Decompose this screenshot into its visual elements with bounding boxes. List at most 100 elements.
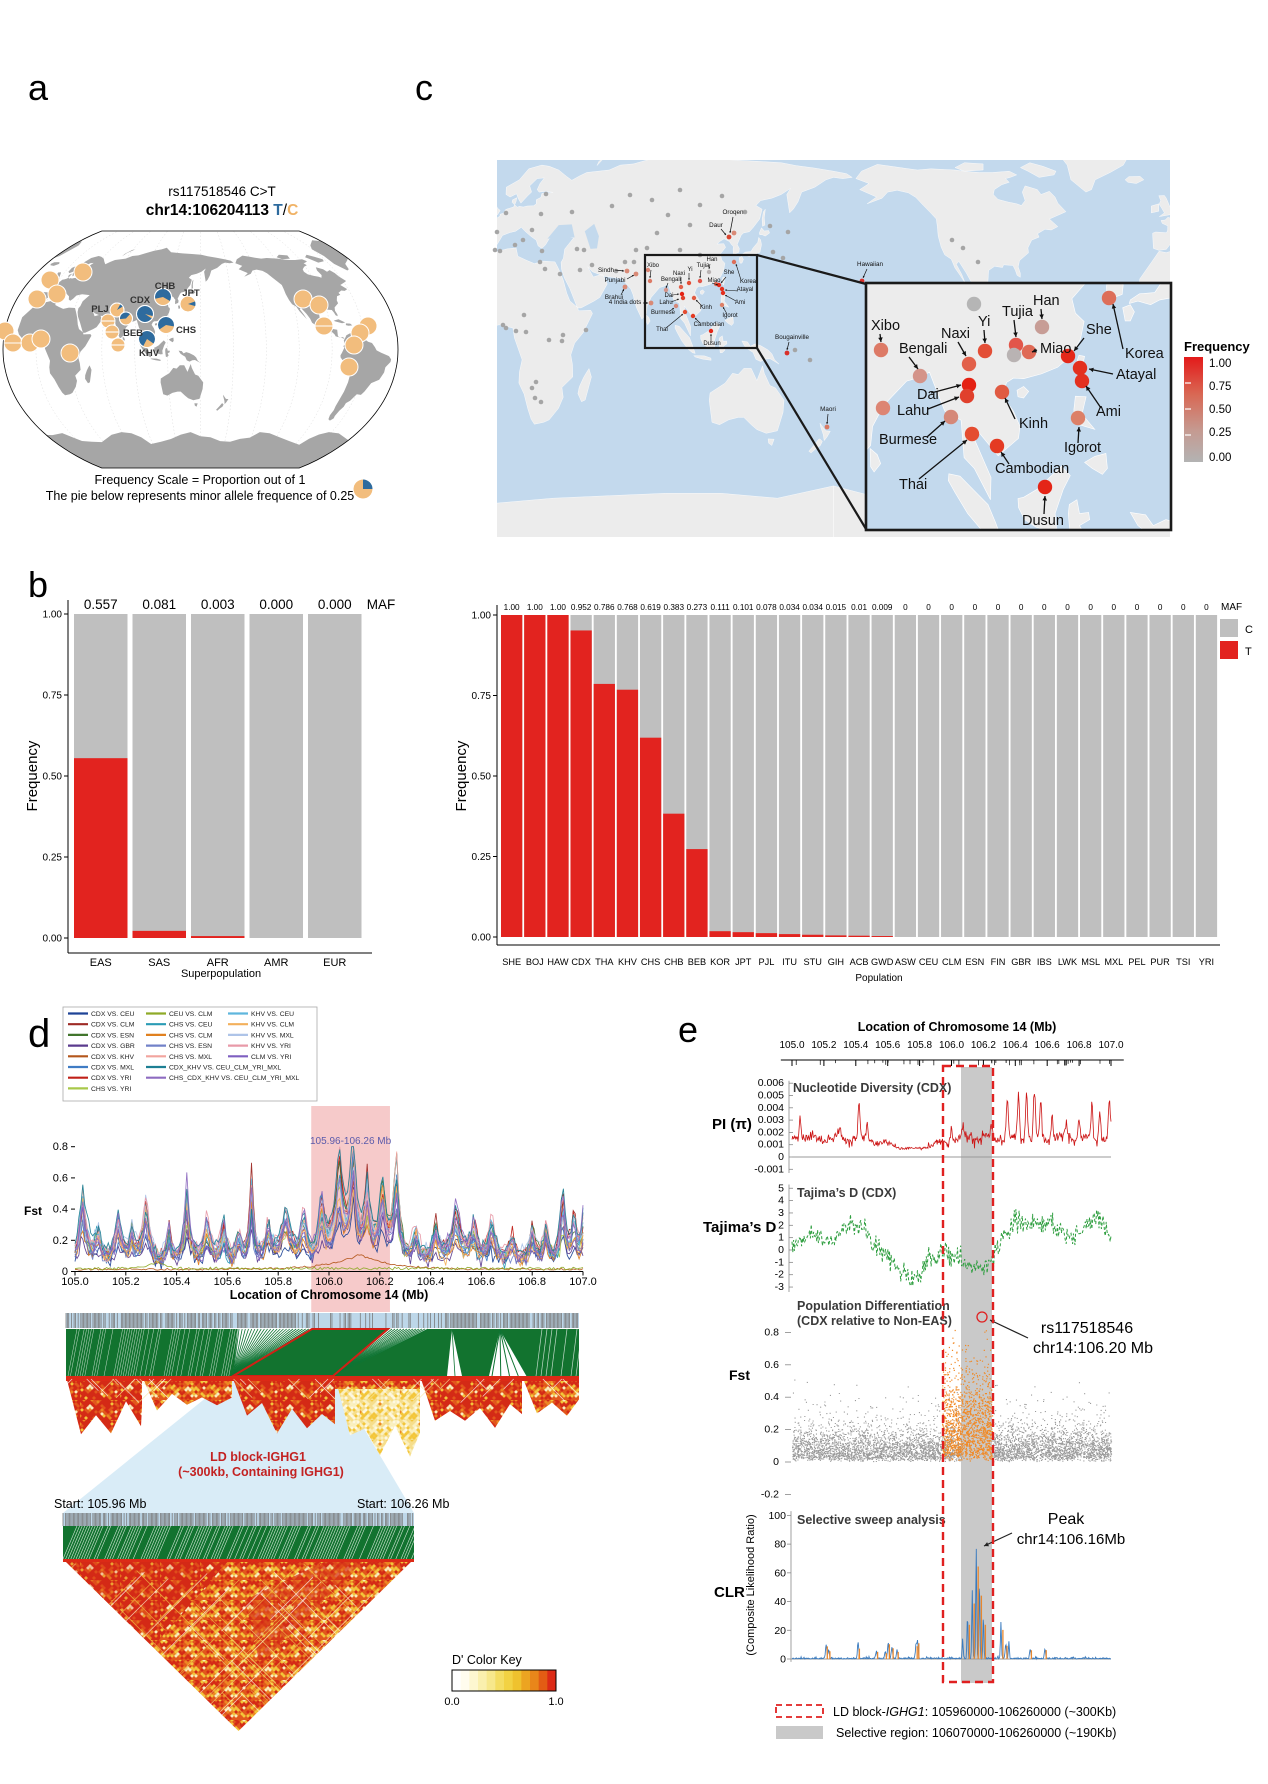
svg-text:0: 0	[926, 603, 931, 612]
svg-text:She: She	[1086, 322, 1112, 338]
svg-text:JPT: JPT	[182, 288, 200, 299]
svg-text:Kinh: Kinh	[700, 305, 712, 311]
svg-text:1.00: 1.00	[43, 610, 63, 621]
svg-text:CDX VS. KHV: CDX VS. KHV	[91, 1054, 135, 1061]
svg-text:Selective region: 106070000-10: Selective region: 106070000-106260000 (~…	[836, 1726, 1116, 1740]
svg-text:0: 0	[973, 603, 978, 612]
svg-text:AMR: AMR	[264, 957, 289, 969]
svg-text:105.96-106.26 Mb: 105.96-106.26 Mb	[310, 1136, 392, 1147]
svg-text:CDX: CDX	[130, 295, 151, 306]
svg-text:Lahu: Lahu	[897, 403, 929, 419]
svg-text:0.2: 0.2	[764, 1424, 779, 1436]
svg-text:CHS: CHS	[641, 957, 660, 967]
svg-text:1.00: 1.00	[550, 603, 566, 612]
svg-text:-2: -2	[775, 1269, 784, 1281]
svg-text:Start: 105.96 Mb: Start: 105.96 Mb	[54, 1497, 146, 1511]
svg-text:(CDX relative to Non-EAS): (CDX relative to Non-EAS)	[797, 1314, 952, 1328]
svg-text:Korea: Korea	[740, 279, 757, 285]
svg-text:106.0: 106.0	[315, 1276, 343, 1288]
svg-text:0.004: 0.004	[758, 1102, 784, 1114]
svg-text:0.015: 0.015	[826, 603, 847, 612]
svg-text:Frequency: Frequency	[24, 740, 41, 811]
svg-text:Igorot: Igorot	[722, 313, 738, 319]
svg-text:106.6: 106.6	[1035, 1040, 1060, 1051]
svg-text:106.4: 106.4	[1003, 1040, 1028, 1051]
svg-text:CLM: CLM	[942, 957, 961, 967]
svg-text:105.8: 105.8	[264, 1276, 292, 1288]
svg-text:CDX VS. GBR: CDX VS. GBR	[91, 1043, 135, 1050]
svg-text:0.50: 0.50	[472, 772, 492, 783]
svg-text:(~300kb, Containing IGHG1): (~300kb, Containing IGHG1)	[178, 1465, 344, 1479]
svg-text:PEL: PEL	[1128, 957, 1145, 967]
svg-text:0: 0	[778, 1244, 784, 1256]
svg-text:Fst: Fst	[24, 1204, 42, 1218]
svg-text:KHV VS. MXL: KHV VS. MXL	[251, 1032, 294, 1039]
svg-text:CHB: CHB	[155, 281, 176, 292]
svg-text:1.00: 1.00	[1209, 358, 1231, 370]
svg-text:CDX VS. CLM: CDX VS. CLM	[91, 1022, 135, 1029]
svg-text:HAW: HAW	[547, 957, 568, 967]
svg-text:Bengali: Bengali	[899, 341, 947, 357]
svg-text:CEU VS. CLM: CEU VS. CLM	[169, 1011, 213, 1018]
svg-text:Tajima’s D: Tajima’s D	[703, 1219, 777, 1236]
svg-text:CDX VS. CEU: CDX VS. CEU	[91, 1011, 135, 1018]
svg-text:0.009: 0.009	[872, 603, 893, 612]
svg-text:Lahu: Lahu	[659, 300, 672, 306]
svg-text:0: 0	[62, 1266, 68, 1278]
svg-text:106.8: 106.8	[518, 1276, 546, 1288]
svg-text:EUR: EUR	[323, 957, 346, 969]
svg-text:Korea: Korea	[1125, 346, 1165, 362]
svg-text:Dusun: Dusun	[703, 341, 720, 347]
svg-text:Ami: Ami	[735, 300, 745, 306]
svg-text:Kinh: Kinh	[1019, 416, 1048, 432]
svg-text:0: 0	[780, 1654, 786, 1666]
svg-text:BEB: BEB	[123, 328, 143, 339]
svg-text:Tujia: Tujia	[697, 263, 710, 269]
svg-text:STU: STU	[804, 957, 822, 967]
svg-text:0.786: 0.786	[594, 603, 615, 612]
svg-text:CHS VS. ESN: CHS VS. ESN	[169, 1043, 212, 1050]
svg-text:ASW: ASW	[895, 957, 916, 967]
svg-text:Burmese: Burmese	[879, 432, 937, 448]
svg-text:(Composite Likelihood Ratio): (Composite Likelihood Ratio)	[745, 1514, 757, 1655]
svg-text:rs117518546 C>T: rs117518546 C>T	[168, 184, 275, 199]
svg-text:0.25: 0.25	[1209, 427, 1231, 439]
svg-text:Atayal: Atayal	[1116, 367, 1156, 383]
svg-text:105.4: 105.4	[843, 1040, 868, 1051]
svg-text:PI (π): PI (π)	[712, 1116, 752, 1133]
svg-text:0.4: 0.4	[764, 1391, 779, 1403]
svg-text:0.383: 0.383	[664, 603, 685, 612]
svg-text:0.000: 0.000	[259, 597, 293, 612]
svg-text:0.25: 0.25	[43, 853, 63, 864]
svg-text:chr14:106.16Mb: chr14:106.16Mb	[1017, 1531, 1125, 1548]
svg-text:0: 0	[1088, 603, 1093, 612]
svg-text:Bougainville: Bougainville	[775, 334, 809, 341]
svg-text:0.952: 0.952	[571, 603, 592, 612]
svg-text:0.273: 0.273	[687, 603, 708, 612]
svg-text:MAF: MAF	[1221, 602, 1242, 613]
svg-text:THA: THA	[595, 957, 614, 967]
svg-text:0: 0	[1019, 603, 1024, 612]
svg-text:Burmese: Burmese	[651, 310, 676, 316]
svg-text:0.00: 0.00	[472, 933, 492, 944]
svg-text:GIH: GIH	[828, 957, 844, 967]
svg-text:TSI: TSI	[1176, 957, 1190, 967]
svg-text:Punjabi: Punjabi	[604, 277, 625, 284]
svg-text:-3: -3	[775, 1281, 784, 1293]
svg-text:0.8: 0.8	[764, 1326, 779, 1338]
svg-text:1: 1	[778, 1232, 784, 1244]
svg-text:107.0: 107.0	[569, 1276, 597, 1288]
svg-text:0.75: 0.75	[43, 691, 63, 702]
svg-text:0.078: 0.078	[756, 603, 777, 612]
svg-text:FIN: FIN	[991, 957, 1006, 967]
svg-text:GBR: GBR	[1011, 957, 1031, 967]
svg-text:Xibo: Xibo	[647, 263, 660, 269]
svg-text:0.6: 0.6	[764, 1359, 779, 1371]
svg-text:c: c	[415, 67, 433, 108]
svg-text:SAS: SAS	[148, 957, 170, 969]
svg-text:AFR: AFR	[207, 957, 229, 969]
svg-text:rs117518546: rs117518546	[1041, 1320, 1133, 1337]
svg-text:Han: Han	[706, 257, 717, 263]
svg-text:PLJ: PLJ	[91, 304, 108, 315]
svg-text:d: d	[28, 1012, 50, 1056]
